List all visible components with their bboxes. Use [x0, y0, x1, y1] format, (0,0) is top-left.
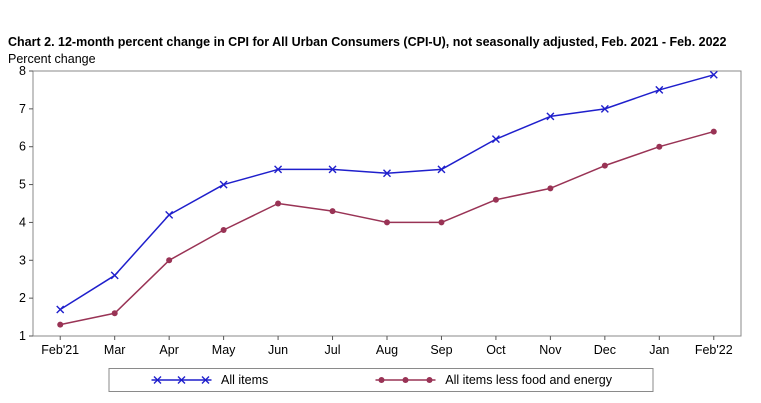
legend-item-core: All items less food and energy [373, 373, 612, 387]
svg-text:2: 2 [19, 291, 26, 305]
svg-text:Jul: Jul [325, 343, 341, 357]
svg-text:Feb'22: Feb'22 [695, 343, 733, 357]
legend-label-core: All items less food and energy [445, 373, 612, 387]
svg-text:1: 1 [19, 329, 26, 343]
legend-sample-all-items-icon [151, 376, 211, 384]
svg-text:8: 8 [19, 66, 26, 78]
svg-text:4: 4 [19, 215, 26, 229]
y-axis-label: Percent change [8, 52, 96, 66]
svg-text:5: 5 [19, 178, 26, 192]
chart-title: Chart 2. 12-month percent change in CPI … [8, 35, 727, 49]
svg-text:Nov: Nov [539, 343, 562, 357]
svg-text:Feb'21: Feb'21 [41, 343, 79, 357]
svg-text:Jan: Jan [649, 343, 669, 357]
legend-item-all-items: All items [149, 373, 268, 387]
svg-text:May: May [212, 343, 236, 357]
plot-area: 1 2 3 4 5 6 7 8 Feb'21 Mar Apr May Jun Jul Aug Sep Oct No… [8, 64, 753, 371]
svg-text:7: 7 [19, 102, 26, 116]
legend-sample-core-icon [375, 377, 436, 383]
svg-text:Dec: Dec [594, 343, 616, 357]
svg-text:Apr: Apr [159, 343, 178, 357]
line-chart: 1 2 3 4 5 6 7 8 Feb'21 Mar Apr May Jun Jul Aug Sep Oct No… [19, 64, 742, 357]
svg-text:3: 3 [19, 253, 26, 267]
svg-text:6: 6 [19, 140, 26, 154]
legend-label-all-items: All items [221, 373, 269, 387]
svg-text:Aug: Aug [376, 343, 398, 357]
svg-text:Sep: Sep [430, 343, 452, 357]
svg-text:Oct: Oct [486, 343, 506, 357]
svg-text:Mar: Mar [104, 343, 126, 357]
legend: All items All items less food and energy [108, 368, 653, 392]
svg-text:Jun: Jun [268, 343, 288, 357]
